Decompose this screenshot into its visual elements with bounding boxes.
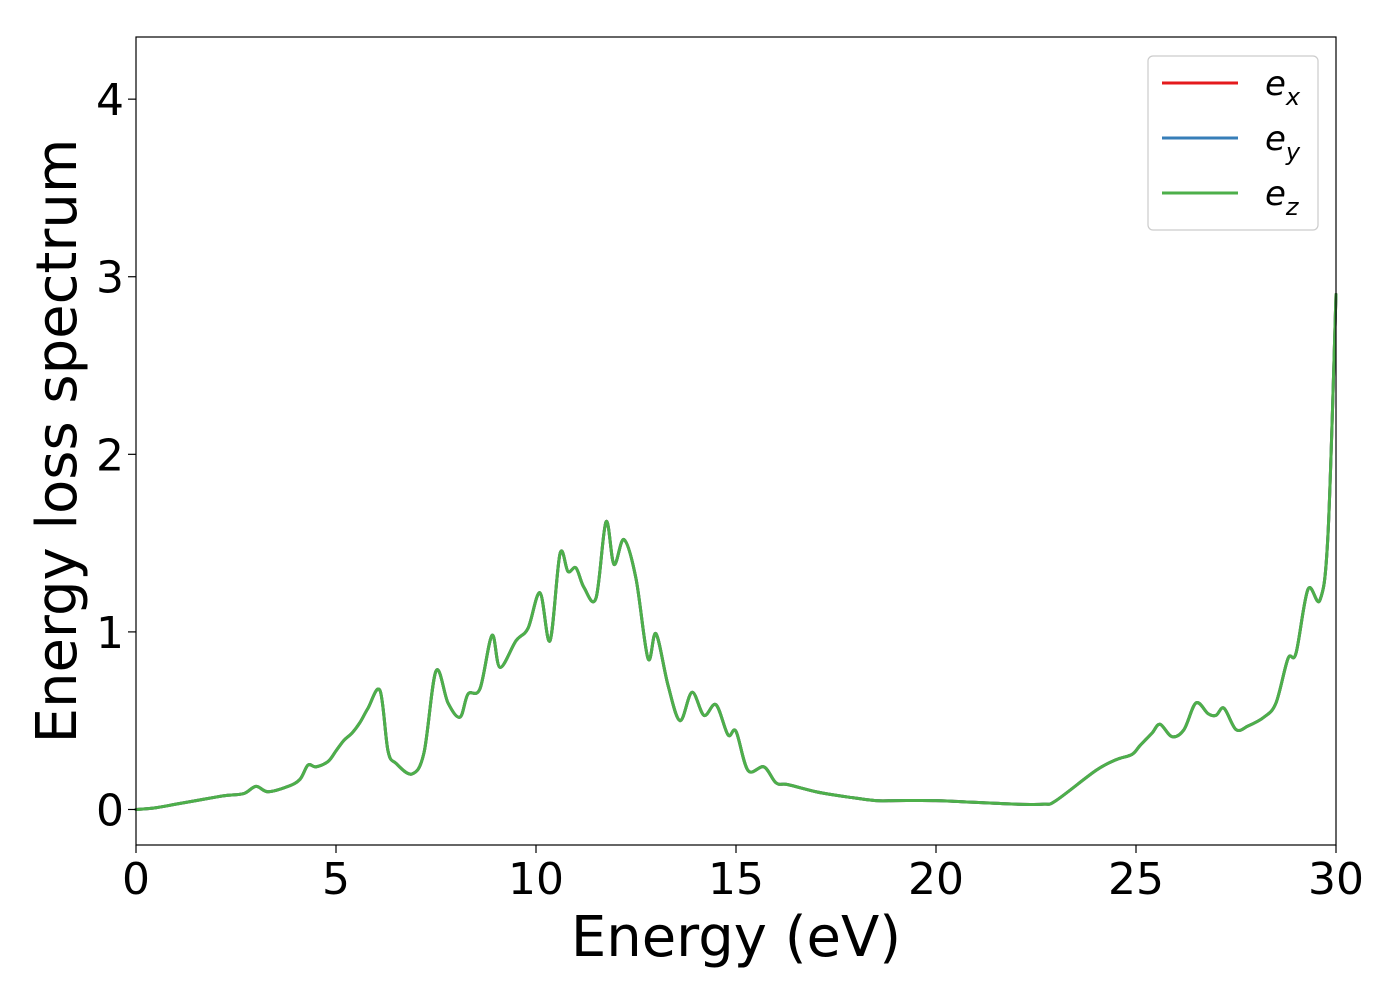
- x-tick-label: 10: [508, 854, 564, 905]
- legend-label-ez: ez: [1265, 174, 1300, 221]
- x-tick-label: 5: [322, 854, 350, 905]
- x-axis-label: Energy (eV): [571, 905, 901, 970]
- x-tick-label: 15: [708, 854, 764, 905]
- x-tick-label: 20: [908, 854, 964, 905]
- legend-entries: ex ey ez: [1162, 64, 1301, 221]
- y-tick-label: 3: [96, 253, 124, 304]
- series-line-ez: [134, 292, 1338, 811]
- y-axis: 0 1 2 3 4: [96, 75, 136, 836]
- x-tick-label: 30: [1308, 854, 1364, 905]
- series-layer: [134, 292, 1338, 811]
- legend-box: [1147, 55, 1319, 231]
- y-tick-label: 1: [96, 608, 124, 659]
- legend-label-ey: ey: [1265, 119, 1301, 166]
- x-tick-label: 0: [122, 854, 150, 905]
- y-tick-label: 0: [96, 785, 124, 836]
- legend-label-ex: ex: [1265, 64, 1301, 111]
- x-tick-label: 25: [1108, 854, 1164, 905]
- y-tick-label: 4: [96, 75, 124, 126]
- y-axis-label: Energy loss spectrum: [25, 139, 90, 744]
- y-tick-label: 2: [96, 430, 124, 481]
- legend: ex ey ez: [1147, 55, 1319, 231]
- x-axis: 0 5 10 15 20 25 30: [122, 845, 1364, 905]
